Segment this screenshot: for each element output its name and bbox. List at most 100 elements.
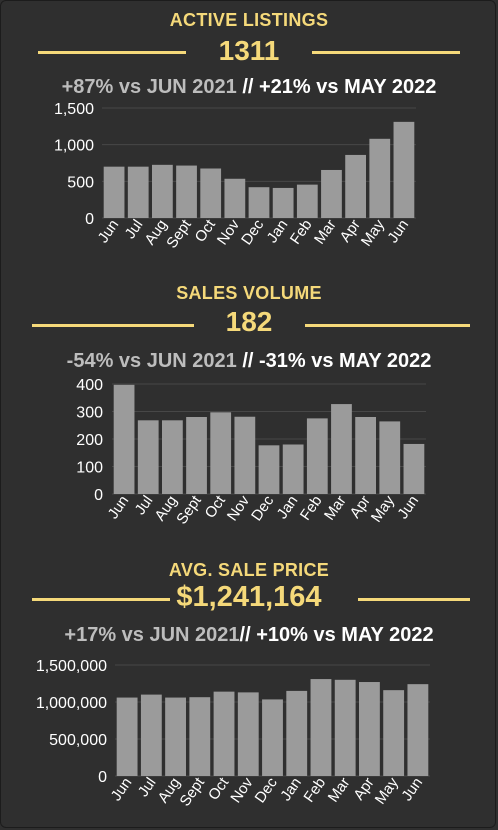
- bar: [224, 178, 246, 218]
- comparison-yoy: +17% vs JUN 2021: [64, 624, 240, 646]
- bar: [407, 684, 429, 776]
- x-tick-label: Nov: [214, 216, 244, 248]
- x-tick-label: Feb: [287, 217, 316, 248]
- divider-left: [32, 598, 170, 601]
- x-tick-label: Sept: [173, 492, 205, 528]
- x-tick-label: Feb: [300, 775, 329, 806]
- avg-sale-price-comparison: +17% vs JUN 2021// +10% vs MAY 2022: [0, 624, 498, 647]
- active-listings-comparison: +87% vs JUN 2021 // +21% vs MAY 2022: [0, 76, 498, 99]
- comparison-yoy: -54% vs JUN 2021: [66, 350, 237, 372]
- bar: [403, 443, 425, 494]
- bar: [306, 418, 328, 494]
- section-title-active-listings: ACTIVE LISTINGS: [169, 10, 329, 30]
- x-tick-label: Jun: [384, 217, 412, 247]
- y-tick-label: 500: [67, 174, 94, 191]
- y-tick-label: 1,000,000: [36, 695, 107, 712]
- x-tick-label: Jun: [95, 217, 123, 247]
- y-tick-label: 500,000: [49, 732, 107, 749]
- divider-left: [32, 324, 194, 327]
- bar: [151, 164, 173, 218]
- avg-sale-price-value: $1,241,164: [176, 581, 322, 613]
- x-tick-label: Jun: [108, 775, 136, 805]
- bar: [321, 169, 342, 218]
- y-tick-label: 200: [76, 432, 103, 449]
- divider-left: [38, 51, 186, 54]
- bar: [140, 694, 162, 776]
- y-tick-label: 400: [76, 377, 103, 394]
- x-tick-label: Mar: [321, 493, 350, 524]
- bar: [310, 679, 332, 776]
- bar: [334, 679, 356, 776]
- bar: [103, 166, 125, 218]
- x-tick-label: Sept: [163, 216, 195, 252]
- section-title-avg-sale-price: AVG. SALE PRICE: [168, 560, 330, 580]
- y-tick-label: 300: [76, 405, 103, 422]
- bar: [189, 697, 211, 776]
- section-title-sales-volume: SALES VOLUME: [176, 283, 322, 303]
- bar: [127, 166, 149, 218]
- sales-volume-value: 182: [225, 306, 273, 337]
- bar: [282, 444, 304, 494]
- bar: [116, 697, 138, 776]
- bar: [258, 445, 280, 494]
- bar: [161, 420, 183, 494]
- bar: [383, 690, 405, 776]
- x-tick-label: Nov: [224, 492, 254, 524]
- bar: [176, 165, 197, 218]
- bar: [237, 692, 259, 776]
- comparison-mom: +21% vs MAY 2022: [259, 76, 437, 98]
- active-listings-value: 1311: [218, 35, 280, 66]
- comparison-separator: //: [236, 350, 259, 372]
- x-tick-label: May: [358, 216, 388, 249]
- bar: [345, 154, 367, 218]
- x-tick-label: Jun: [394, 493, 422, 523]
- bar: [369, 138, 391, 218]
- divider-right: [312, 51, 460, 54]
- bar: [262, 699, 283, 776]
- bar: [137, 420, 159, 494]
- y-tick-label: 0: [94, 487, 103, 504]
- bar: [296, 184, 318, 218]
- bar: [234, 416, 256, 494]
- x-tick-label: Dec: [238, 216, 268, 248]
- x-tick-label: Nov: [227, 774, 257, 806]
- bar: [359, 682, 380, 776]
- x-tick-label: Oct: [205, 774, 233, 804]
- bar: [379, 421, 401, 494]
- x-tick-label: Dec: [248, 492, 278, 524]
- divider-right: [305, 324, 470, 327]
- comparison-separator: //: [239, 624, 257, 646]
- bar: [272, 187, 294, 218]
- x-tick-label: Jun: [398, 775, 426, 805]
- x-tick-label: Mar: [311, 217, 340, 248]
- bar: [200, 168, 222, 218]
- x-tick-label: Sept: [176, 774, 208, 810]
- y-tick-label: 1,000: [54, 138, 94, 155]
- bar: [355, 417, 377, 494]
- x-tick-label: Jun: [105, 493, 133, 523]
- x-tick-label: Jan: [264, 217, 292, 247]
- y-tick-label: 1,500: [54, 101, 94, 118]
- x-tick-label: Mar: [325, 775, 354, 806]
- comparison-mom: -31% vs MAY 2022: [259, 350, 432, 372]
- x-tick-label: Jan: [277, 775, 305, 805]
- sales-volume-comparison: -54% vs JUN 2021 // -31% vs MAY 2022: [0, 350, 498, 373]
- bar: [186, 417, 207, 494]
- x-tick-label: Jan: [274, 493, 302, 523]
- y-tick-label: 1,500,000: [36, 658, 107, 675]
- x-tick-label: Dec: [252, 774, 282, 806]
- comparison-yoy: +87% vs JUN 2021: [61, 76, 237, 98]
- bar: [165, 697, 186, 776]
- y-tick-label: 0: [85, 211, 94, 228]
- bar: [331, 404, 352, 494]
- x-tick-label: Oct: [192, 216, 220, 246]
- x-tick-label: May: [368, 492, 398, 525]
- bar: [393, 121, 415, 218]
- bar: [286, 690, 308, 776]
- y-tick-label: 0: [98, 769, 107, 786]
- y-tick-label: 100: [76, 460, 103, 477]
- x-tick-label: Feb: [297, 493, 326, 524]
